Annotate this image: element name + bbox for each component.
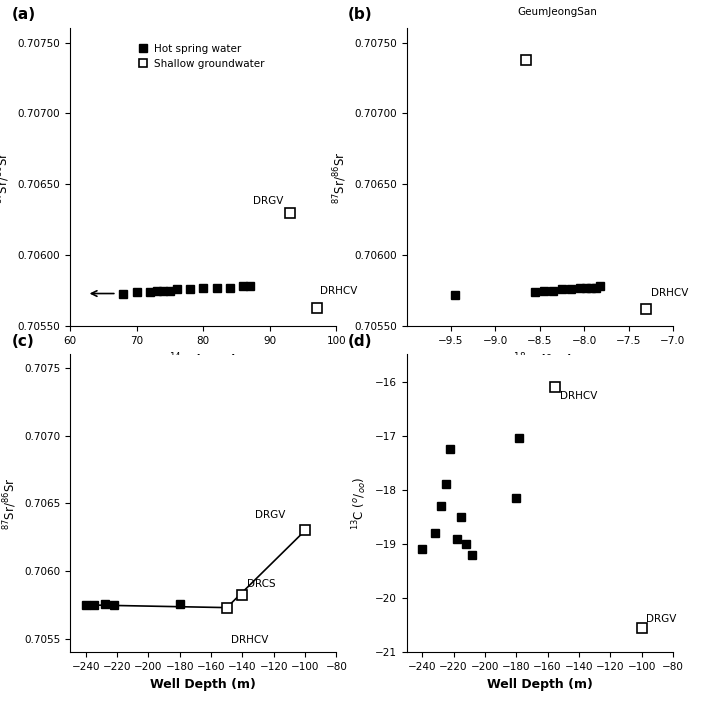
Y-axis label: $^{13}$C ($^{o}/_{oo}$): $^{13}$C ($^{o}/_{oo}$) [350,477,369,530]
Text: (c): (c) [11,333,34,349]
X-axis label: $^{14}$C (pmC): $^{14}$C (pmC) [169,352,238,371]
Y-axis label: $^{87}$Sr/$^{86}$Sr: $^{87}$Sr/$^{86}$Sr [1,477,18,530]
Y-axis label: $^{87}$Sr/$^{86}$Sr: $^{87}$Sr/$^{86}$Sr [331,151,348,203]
X-axis label: $\delta^{18}$O ($^{o}/_{oo}$): $\delta^{18}$O ($^{o}/_{oo}$) [505,352,574,370]
Text: DRHCV: DRHCV [651,288,688,298]
Y-axis label: $^{87}$Sr/$^{86}$Sr: $^{87}$Sr/$^{86}$Sr [0,151,12,203]
Text: DRGV: DRGV [255,510,285,520]
X-axis label: Well Depth (m): Well Depth (m) [486,678,593,691]
Text: GeumJeongSan: GeumJeongSan [517,7,597,17]
Text: DRGV: DRGV [646,613,676,624]
Text: DRGV: DRGV [253,196,284,206]
Legend: Hot spring water, Shallow groundwater: Hot spring water, Shallow groundwater [134,40,268,73]
Text: (d): (d) [348,333,372,349]
Text: (a): (a) [11,7,36,23]
X-axis label: Well Depth (m): Well Depth (m) [150,678,257,691]
Text: DRHCV: DRHCV [560,391,597,401]
Text: DRCS: DRCS [247,579,275,588]
Text: DRHCV: DRHCV [320,286,358,296]
Text: (b): (b) [348,7,373,23]
Text: DRHCV: DRHCV [231,635,269,644]
